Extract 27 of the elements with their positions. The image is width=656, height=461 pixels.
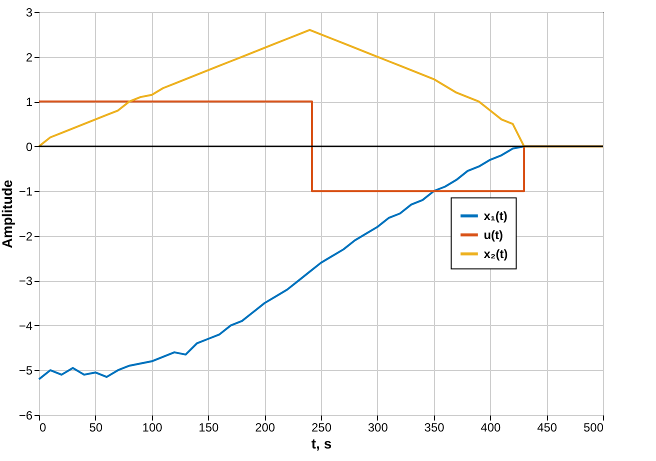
y-tick-label: 1 xyxy=(26,95,33,110)
x-tick-label: 350 xyxy=(424,420,445,434)
y-tick-label: −1 xyxy=(18,184,33,199)
x-tick-label: 400 xyxy=(480,420,502,434)
y-tick-label: 3 xyxy=(26,6,33,20)
x-tick-label: 100 xyxy=(142,420,163,434)
y-axis-title: Amplitude xyxy=(0,180,15,248)
legend-label: x₂(t) xyxy=(484,246,508,261)
y-tick-label: 0 xyxy=(26,140,33,154)
line-series xyxy=(38,28,604,148)
x-tick-label: 250 xyxy=(311,420,332,434)
y-tick-label: −4 xyxy=(18,318,33,333)
y-tick-label: 2 xyxy=(26,50,33,64)
x-axis-title: t, s xyxy=(311,436,332,452)
y-tick-label: −5 xyxy=(18,364,33,378)
legend-label: u(t) xyxy=(484,228,504,242)
x-tick-label: 300 xyxy=(368,420,388,434)
x-tick-label: 150 xyxy=(198,420,220,434)
x-tick-label: 200 xyxy=(255,420,276,434)
y-tick-label: −6 xyxy=(18,408,33,422)
x-tick-label: 50 xyxy=(89,420,103,434)
x-tick-label: 0 xyxy=(40,420,46,434)
y-tick-label: −3 xyxy=(18,274,33,288)
x-tick-label: 450 xyxy=(537,420,558,434)
legend-label: x₁(t) xyxy=(484,208,508,223)
y-tick-label: −2 xyxy=(18,229,33,244)
x-tick-label: 500 xyxy=(583,420,604,434)
